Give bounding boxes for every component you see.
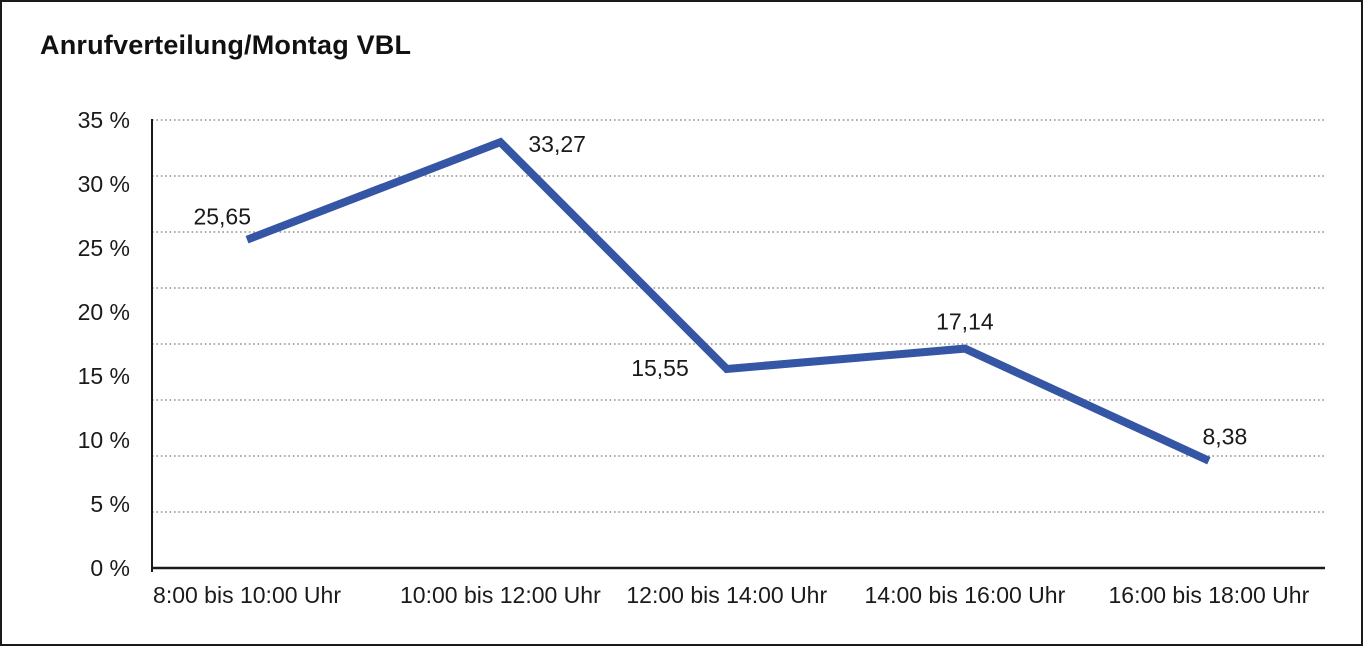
x-tick-label: 12:00 bis 14:00 Uhr xyxy=(626,582,827,608)
y-tick-label: 10 % xyxy=(78,427,130,453)
chart-title: Anrufverteilung/Montag VBL xyxy=(40,30,412,60)
data-label: 17,14 xyxy=(936,309,994,335)
x-tick-label: 10:00 bis 12:00 Uhr xyxy=(400,582,601,608)
data-label: 15,55 xyxy=(631,355,689,381)
series-line xyxy=(245,137,1211,465)
data-label: 8,38 xyxy=(1202,424,1247,450)
y-tick-label: 35 % xyxy=(78,107,130,133)
x-tick-label: 8:00 bis 10:00 Uhr xyxy=(153,582,341,608)
y-tick-label: 25 % xyxy=(78,235,130,261)
data-label: 33,27 xyxy=(528,131,586,157)
y-tick-label: 20 % xyxy=(78,299,130,325)
y-tick-label: 30 % xyxy=(78,171,130,197)
data-label: 25,65 xyxy=(193,204,251,230)
y-tick-label: 5 % xyxy=(90,491,130,517)
y-tick-label: 15 % xyxy=(78,363,130,389)
y-tick-label: 0 % xyxy=(90,555,130,581)
x-tick-label: 14:00 bis 16:00 Uhr xyxy=(865,582,1066,608)
x-tick-label: 16:00 bis 18:00 Uhr xyxy=(1108,582,1309,608)
